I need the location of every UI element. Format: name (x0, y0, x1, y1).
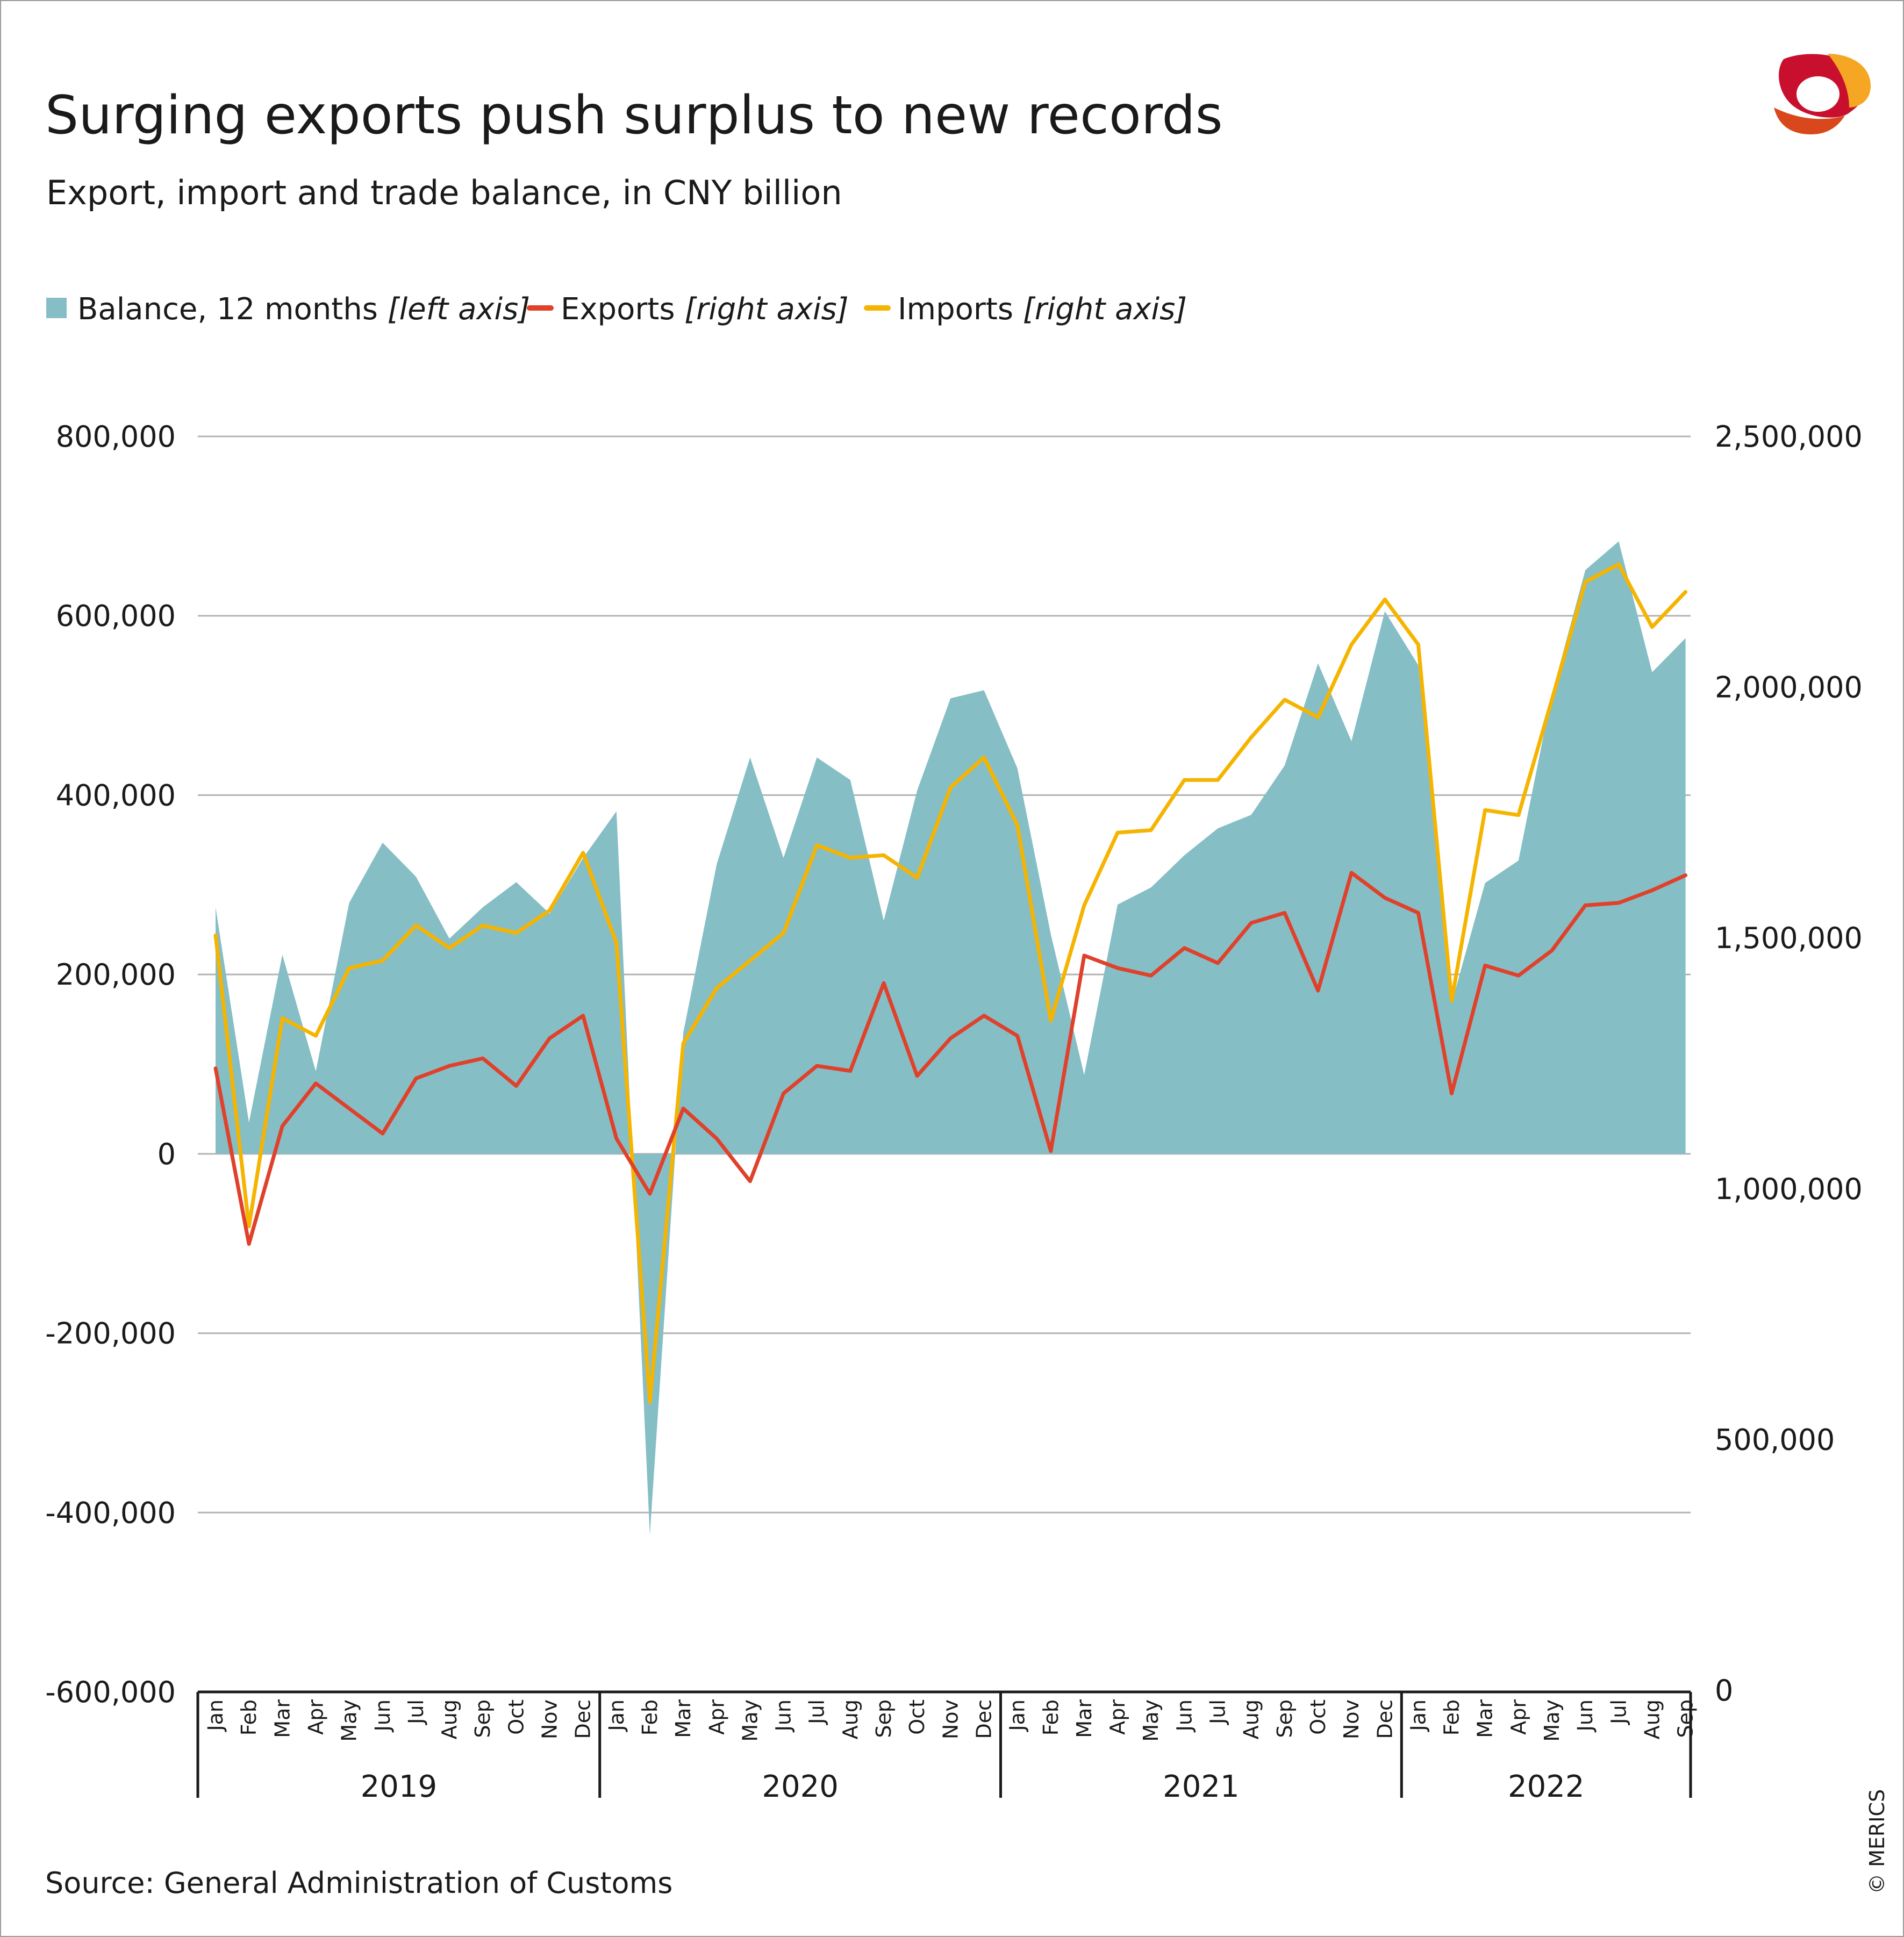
left-tick-label: 600,000 (56, 599, 176, 633)
legend: Balance, 12 months [left axis] Exports [r… (46, 292, 1187, 327)
month-label: Nov (1340, 1699, 1363, 1739)
left-tick-label: -200,000 (45, 1317, 176, 1351)
month-label: Jul (805, 1699, 829, 1725)
month-label: Dec (1373, 1699, 1397, 1739)
month-label: Feb (638, 1699, 662, 1735)
month-label: Apr (304, 1699, 328, 1735)
month-label: Jan (605, 1699, 628, 1732)
month-label: Jun (371, 1699, 395, 1732)
imports-line (213, 562, 1688, 1404)
left-axis: -600,000 -400,000 -200,000 0 200,000 400,000 6… (45, 420, 176, 1709)
right-tick-label: 0 (1715, 1674, 1733, 1708)
month-label: Nov (538, 1699, 562, 1739)
left-tick-label: 400,000 (56, 778, 176, 812)
year-label: 2019 (361, 1769, 438, 1804)
month-label: Jun (772, 1699, 796, 1732)
month-label: Mar (270, 1699, 294, 1738)
month-label: Jan (204, 1699, 227, 1732)
month-label: May (1139, 1699, 1163, 1742)
chart-title: Surging exports push surplus to new reco… (45, 85, 1223, 146)
left-tick-label: -600,000 (45, 1675, 176, 1709)
month-label: Apr (705, 1699, 728, 1735)
month-label: Jul (1206, 1699, 1230, 1725)
chart-subtitle: Export, import and trade balance, in CNY… (46, 173, 842, 212)
month-label: Mar (671, 1699, 695, 1738)
legend-label-imports: Imports [right axis] (898, 292, 1187, 327)
right-tick-label: 500,000 (1715, 1423, 1835, 1457)
month-label: Oct (504, 1699, 528, 1735)
year-label: 2021 (1163, 1769, 1240, 1804)
legend-label-balance: Balance, 12 months [left axis] (77, 292, 530, 327)
month-label: Apr (1106, 1699, 1129, 1735)
month-label: May (1540, 1699, 1564, 1742)
month-label: Oct (905, 1699, 929, 1735)
copyright: © MERICS (1865, 1789, 1889, 1894)
month-label: Feb (1039, 1699, 1063, 1735)
right-tick-label: 2,000,000 (1715, 671, 1863, 705)
month-label: Apr (1507, 1699, 1530, 1735)
left-tick-label: -400,000 (45, 1496, 176, 1530)
month-label: May (338, 1699, 361, 1742)
month-label: Jul (404, 1699, 428, 1725)
right-tick-label: 1,500,000 (1715, 921, 1863, 955)
month-label: Aug (1640, 1699, 1664, 1739)
month-label: Feb (237, 1699, 261, 1735)
month-label: Dec (571, 1699, 595, 1739)
source-note: Source: General Administration of Custom… (45, 1866, 672, 1900)
month-label: Dec (972, 1699, 996, 1739)
month-label: May (738, 1699, 762, 1742)
x-axis: Jan Feb Mar Apr May Jun Jul Aug Sep Oct Nov Dec 2019… (196, 1690, 1698, 1804)
right-axis: 0 500,000 1,000,000 1,500,000 2,000,000 2,500… (1715, 420, 1863, 1708)
left-tick-label: 800,000 (56, 420, 176, 454)
month-label: Jun (1172, 1699, 1196, 1732)
exports-line (213, 871, 1688, 1246)
left-tick-label: 0 (158, 1137, 176, 1171)
right-tick-label: 1,000,000 (1715, 1172, 1863, 1206)
month-label: Sep (872, 1699, 896, 1738)
month-label: Mar (1473, 1699, 1497, 1738)
month-label: Sep (1674, 1699, 1698, 1738)
month-label: Sep (1273, 1699, 1297, 1738)
merics-logo (1774, 54, 1871, 134)
month-label: Feb (1440, 1699, 1464, 1735)
month-label: Jun (1573, 1699, 1597, 1732)
month-label: Aug (438, 1699, 461, 1739)
month-label: Jul (1607, 1699, 1630, 1725)
right-tick-label: 2,500,000 (1715, 420, 1863, 454)
legend-label-exports: Exports [right axis] (561, 292, 849, 327)
month-label: Nov (939, 1699, 962, 1739)
month-label: Jan (1006, 1699, 1029, 1732)
legend-swatch-balance (46, 298, 67, 318)
series-lines (213, 562, 1688, 1404)
month-label: Oct (1306, 1699, 1330, 1735)
month-label: Mar (1072, 1699, 1096, 1738)
month-label: Aug (1240, 1699, 1263, 1739)
left-tick-label: 200,000 (56, 958, 176, 992)
year-label: 2022 (1508, 1769, 1585, 1804)
month-label: Jan (1406, 1699, 1430, 1732)
year-label: 2020 (762, 1769, 839, 1804)
month-label: Aug (839, 1699, 862, 1739)
month-label: Sep (471, 1699, 495, 1738)
